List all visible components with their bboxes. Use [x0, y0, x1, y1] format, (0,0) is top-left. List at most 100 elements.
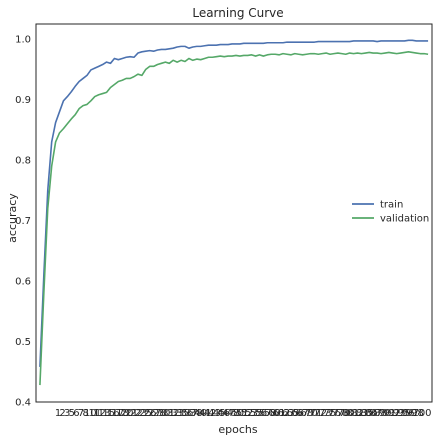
x-tick-label: 42 [204, 408, 217, 419]
y-axis-label: accuracy [6, 193, 19, 243]
x-tick-label: 3 [64, 408, 70, 419]
x-tick-label: 62 [277, 408, 290, 419]
x-tick-label: 2 [59, 408, 65, 419]
x-tick-label: 37 [185, 408, 198, 419]
x-tick-label: 66 [291, 408, 304, 419]
x-tick-label: 47 [222, 408, 235, 419]
y-tick-label: 0.8 [15, 156, 31, 167]
x-tick-label: 63 [282, 408, 295, 419]
plot-frame [35, 23, 433, 403]
x-tick-label: 12 [93, 408, 106, 419]
x-tick-label: 61 [273, 408, 286, 419]
series-line-train [39, 39, 429, 367]
x-axis-label: epochs [218, 423, 257, 436]
x-tick-label: 82 [351, 408, 364, 419]
x-tick-label: 17 [112, 408, 125, 419]
x-tick-label: 25 [139, 408, 152, 419]
x-tick-label: 56 [254, 408, 267, 419]
x-tick-label: 53 [245, 408, 258, 419]
x-tick-label: 58 [264, 408, 277, 419]
x-tick-label: 67 [296, 408, 309, 419]
x-tick-label: 15 [102, 408, 115, 419]
x-tick-label: 97 [406, 408, 419, 419]
plot-area [35, 23, 433, 403]
x-axis: 1235678101112131516171820212223252627283… [55, 408, 432, 419]
y-tick-label: 0.9 [15, 95, 31, 106]
legend-label-train: train [380, 200, 403, 211]
x-tick-label: 23 [135, 408, 148, 419]
x-tick-label: 77 [333, 408, 346, 419]
x-tick-label: 27 [148, 408, 161, 419]
x-tick-label: 35 [176, 408, 189, 419]
x-tick-label: 36 [181, 408, 194, 419]
x-tick-label: 13 [98, 408, 111, 419]
x-tick-label: 96 [402, 408, 415, 419]
x-tick-label: 45 [213, 408, 226, 419]
x-tick-label: 81 [347, 408, 360, 419]
x-tick-label: 85 [360, 408, 373, 419]
x-tick-label: 75 [323, 408, 336, 419]
y-tick-label: 0.6 [15, 277, 31, 288]
x-tick-label: 33 [171, 408, 184, 419]
x-tick-label: 16 [107, 408, 120, 419]
x-tick-label: 83 [356, 408, 369, 419]
y-tick-label: 1.0 [15, 35, 31, 46]
x-tick-label: 87 [370, 408, 383, 419]
x-tick-label: 46 [218, 408, 231, 419]
x-tick-label: 65 [287, 408, 300, 419]
x-tick-label: 30 [158, 408, 171, 419]
x-tick-label: 50 [231, 408, 244, 419]
x-tick-label: 11 [88, 408, 101, 419]
y-tick-label: 0.7 [15, 216, 31, 227]
x-tick-label: 22 [130, 408, 143, 419]
series-line-validation [39, 51, 429, 386]
x-tick-label: 7 [78, 408, 84, 419]
x-tick-label: 73 [319, 408, 332, 419]
x-tick-label: 91 [383, 408, 396, 419]
x-tick-label: 5 [69, 408, 75, 419]
x-tick-label: 93 [393, 408, 406, 419]
x-tick-label: 31 [162, 408, 175, 419]
x-tick-label: 18 [116, 408, 129, 419]
x-tick-label: 6 [73, 408, 79, 419]
legend-label-validation: validation [380, 214, 429, 225]
x-tick-label: 41 [199, 408, 212, 419]
x-tick-label: 68 [300, 408, 313, 419]
x-tick-label: 40 [194, 408, 207, 419]
x-tick-label: 90 [379, 408, 392, 419]
x-tick-label: 86 [365, 408, 378, 419]
x-tick-label: 38 [190, 408, 203, 419]
y-tick-label: 0.4 [15, 398, 31, 409]
x-tick-label: 95 [397, 408, 410, 419]
x-tick-label: 72 [314, 408, 327, 419]
x-tick-label: 43 [208, 408, 221, 419]
x-tick-label: 8 [82, 408, 88, 419]
x-tick-label: 70 [305, 408, 318, 419]
x-tick-label: 26 [144, 408, 157, 419]
x-tick-label: 57 [259, 408, 272, 419]
x-tick-label: 10 [84, 408, 97, 419]
x-tick-label: 100 [412, 408, 431, 419]
y-axis: 0.4 0.5 0.6 0.7 0.8 0.9 1.0 [15, 35, 31, 409]
x-tick-label: 60 [268, 408, 281, 419]
legend: train validation [352, 200, 429, 225]
x-tick-label: 80 [342, 408, 355, 419]
x-tick-label: 76 [328, 408, 341, 419]
chart-title: Learning Curve [192, 6, 283, 20]
x-tick-label: 88 [374, 408, 387, 419]
x-tick-label: 98 [411, 408, 424, 419]
x-tick-label: 92 [388, 408, 401, 419]
x-tick-label: 32 [167, 408, 180, 419]
y-tick-label: 0.5 [15, 337, 31, 348]
x-tick-label: 52 [241, 408, 254, 419]
x-tick-label: 48 [227, 408, 240, 419]
x-tick-label: 78 [337, 408, 350, 419]
x-tick-label: 51 [236, 408, 249, 419]
x-tick-label: 55 [250, 408, 263, 419]
x-tick-label: 71 [310, 408, 323, 419]
x-tick-label: 20 [121, 408, 134, 419]
x-tick-label: 28 [153, 408, 166, 419]
x-tick-label: 21 [125, 408, 138, 419]
x-tick-label: 1 [55, 408, 61, 419]
